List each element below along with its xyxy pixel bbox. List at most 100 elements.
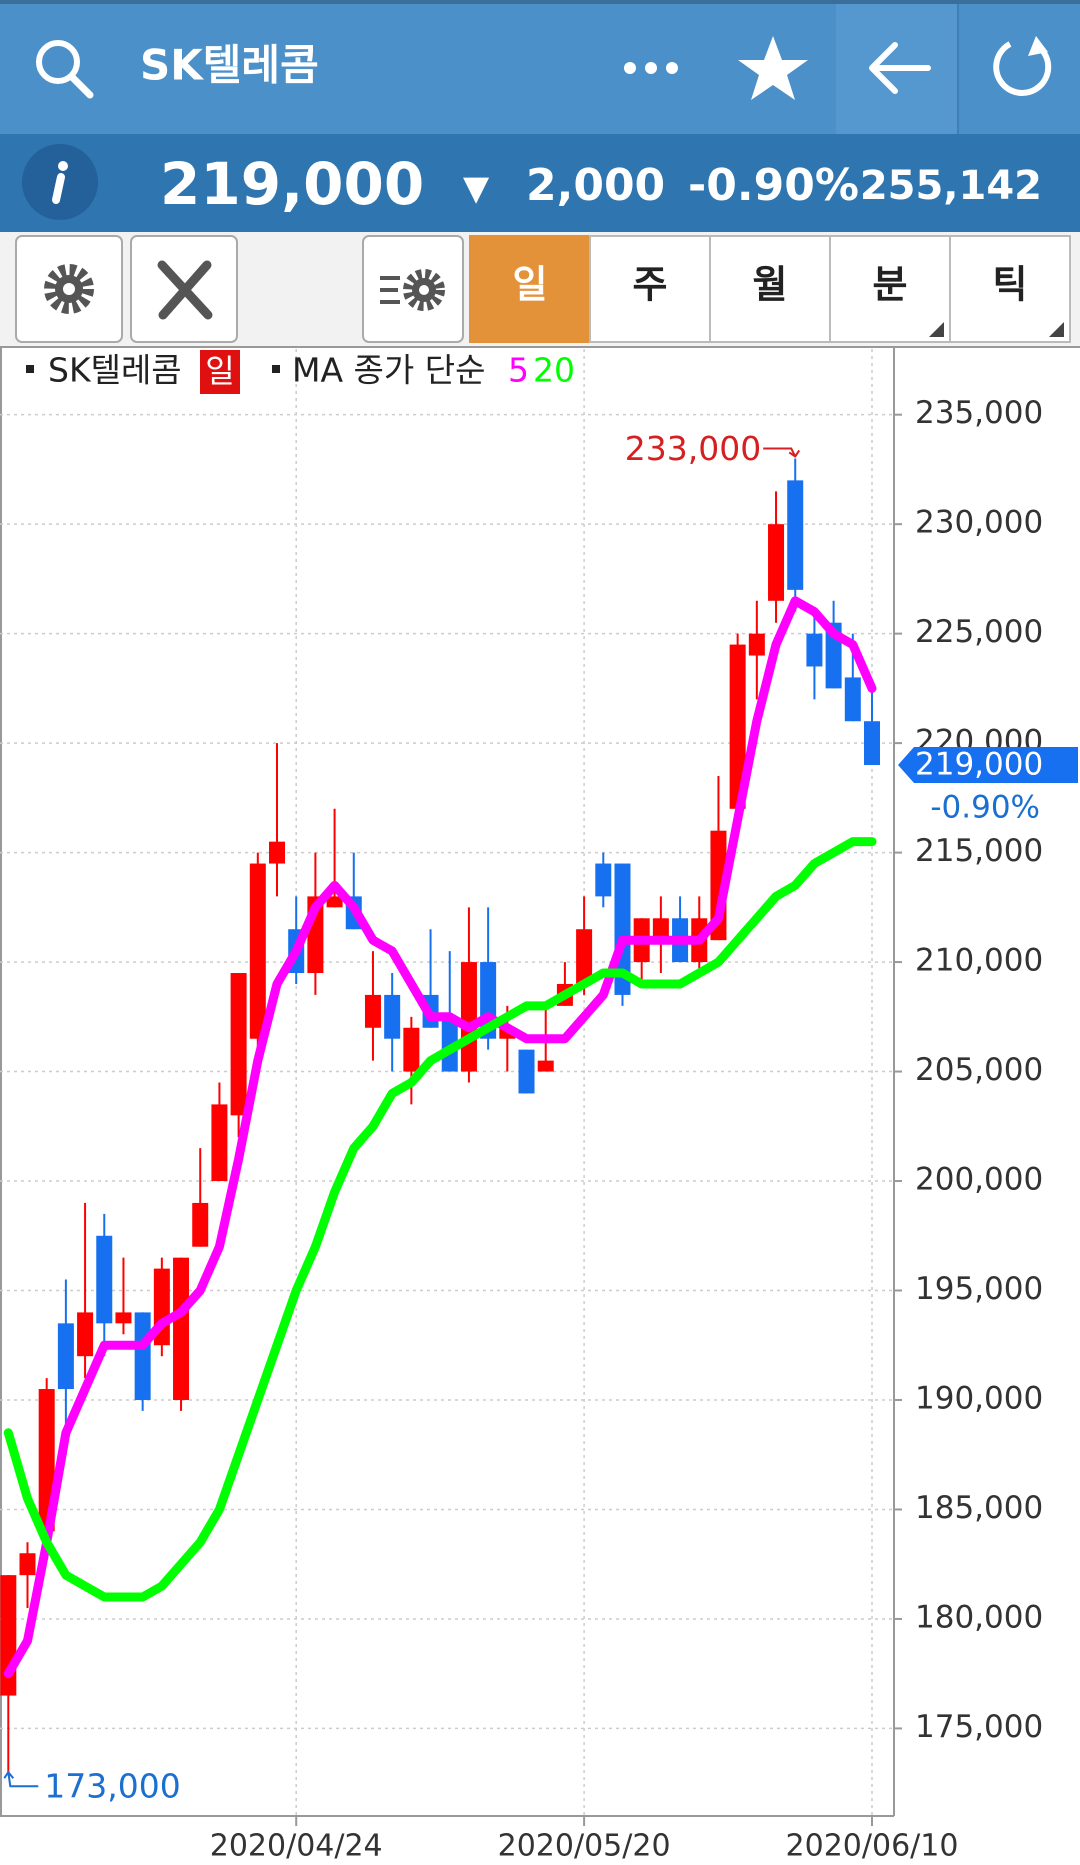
candle-body: [364, 994, 381, 1028]
candle-body: [115, 1312, 132, 1324]
tools-button[interactable]: [130, 235, 238, 343]
y-tick-label: 230,000: [915, 505, 1043, 541]
tab-label: 틱: [993, 263, 1028, 307]
tab-corner: [929, 322, 944, 337]
y-tick-label: 235,000: [915, 395, 1043, 431]
y-tick-label: 190,000: [915, 1380, 1043, 1416]
favorite-button[interactable]: [738, 36, 808, 100]
tab-box: [709, 235, 831, 343]
period-tab[interactable]: 틱: [949, 235, 1071, 343]
gear-icon: [419, 285, 429, 295]
y-tick-label: 200,000: [915, 1162, 1043, 1198]
candle-body: [96, 1235, 113, 1324]
tab-label: 월: [753, 263, 788, 307]
candle-body: [518, 1049, 535, 1094]
y-tick-label: 225,000: [915, 614, 1043, 650]
legend-prefix: MA 종가 단순: [292, 351, 485, 390]
change-percent: -0.90%: [688, 160, 859, 211]
legend-tag-box: [200, 350, 240, 394]
candle-body: [748, 633, 765, 656]
dot: [624, 62, 636, 74]
candle-body: [249, 863, 266, 1039]
chart: 175,000 180,000 185,000 190,000 195,000 200,0…: [0, 346, 1080, 1864]
candle-body: [595, 863, 612, 897]
tab-label: 주: [633, 263, 668, 307]
x-tick-label: 2020/04/24: [210, 1829, 383, 1864]
gear-icon: [44, 264, 94, 314]
legend-label: 20: [533, 351, 575, 390]
ma-line: [3, 837, 877, 1602]
y-tick-label: 205,000: [915, 1052, 1043, 1088]
candle-body: [211, 1104, 228, 1182]
candle-body: [844, 677, 861, 722]
y-tick-label: 215,000: [915, 833, 1043, 869]
gear-icon: [403, 269, 445, 311]
legend-label: 5: [508, 351, 529, 390]
dot: [666, 62, 678, 74]
price: 219,000: [160, 150, 424, 218]
period-tab[interactable]: 일: [469, 235, 591, 343]
search-icon: [68, 73, 94, 99]
last-price-tag: [898, 747, 1078, 784]
period-tab[interactable]: 월: [709, 235, 831, 343]
tab-box: [469, 235, 591, 343]
candle-body: [230, 973, 247, 1116]
gear-icon: [63, 283, 75, 295]
last-price-label: 219,000: [915, 747, 1043, 783]
back-icon: [869, 42, 931, 94]
tab-corner: [1049, 322, 1064, 337]
period-tab[interactable]: 분: [829, 235, 951, 343]
period-tab[interactable]: 주: [589, 235, 711, 343]
candle-body: [441, 1016, 458, 1072]
refresh-button[interactable]: [993, 36, 1052, 96]
info-icon: [58, 161, 68, 171]
high-arrow: [763, 447, 801, 458]
y-tick-label: 175,000: [915, 1709, 1043, 1745]
info-button[interactable]: [22, 144, 98, 220]
dot: [645, 62, 657, 74]
tab-box: [949, 235, 1071, 343]
candle-body: [729, 644, 746, 809]
low-label: 173,000: [44, 1767, 180, 1806]
tools-icon: [158, 260, 212, 320]
candle-body: [326, 896, 343, 908]
candle-body: [768, 524, 785, 601]
tab-box: [829, 235, 951, 343]
candle-body: [460, 962, 477, 1072]
candle-body: [57, 1323, 74, 1390]
legend-tag: 일: [205, 352, 234, 390]
settings-button[interactable]: [15, 235, 123, 343]
quote-bar: [0, 134, 1080, 232]
change: 2,000: [526, 160, 665, 211]
legend-label: SK텔레콤: [48, 351, 182, 390]
candle-body: [384, 994, 401, 1039]
search-button[interactable]: [36, 40, 94, 99]
stock-title: SK텔레콤: [140, 41, 319, 90]
y-tick-label: 195,000: [915, 1271, 1043, 1307]
list-icon: [380, 276, 400, 304]
y-tick-label: 180,000: [915, 1599, 1043, 1635]
candle-body: [576, 929, 593, 984]
candle-body: [499, 1027, 516, 1039]
tab-label: 일: [513, 263, 548, 307]
more-button[interactable]: [624, 62, 678, 74]
candle-body: [806, 633, 823, 667]
high-label: 233,000: [625, 429, 761, 468]
direction: ▼: [463, 169, 490, 209]
candle-body: [19, 1553, 36, 1576]
ma-line: [3, 596, 877, 1679]
candle-body: [269, 841, 286, 864]
indicator-button[interactable]: [362, 235, 464, 343]
refresh-icon: [993, 41, 1052, 96]
candle-body: [134, 1312, 151, 1400]
volume: 255,142: [860, 163, 1042, 209]
x-tick-label: 2020/06/10: [786, 1829, 959, 1864]
tab-label: 분: [873, 263, 908, 307]
tab-box: [589, 235, 711, 343]
low-arrow: [3, 1770, 39, 1788]
status-edge: [0, 0, 1080, 4]
candle-body: [173, 1257, 190, 1400]
candle-body: [192, 1202, 209, 1247]
